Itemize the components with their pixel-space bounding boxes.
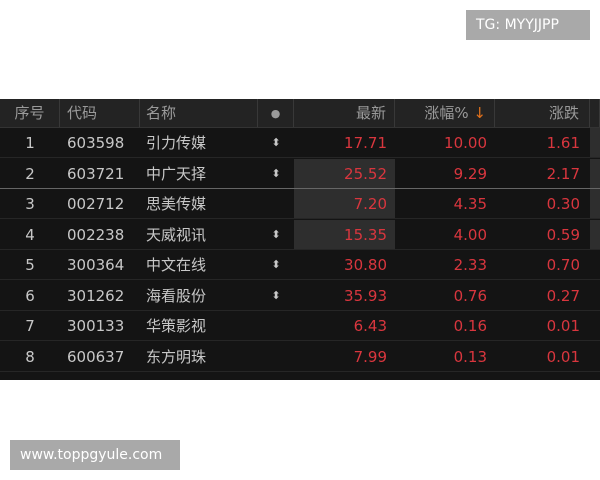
header-latest[interactable]: 最新 [294,99,395,127]
stock-name: 中广天择 [146,164,207,183]
row-index: 3 [25,195,35,213]
table-header: 序号 代码 名称 ● 最新 涨幅% ↓ 涨跌 [0,99,600,128]
change-percent: 0.16 [453,317,487,335]
margin-mark-icon: ⬍ [271,227,281,241]
header-name[interactable]: 名称 [140,99,258,127]
row-extra [590,189,600,218]
table-row[interactable]: 7 300133 华策影视 6.43 0.16 0.01 [0,311,600,341]
table-row[interactable]: 5 300364 中文在线 ⬍ 30.80 2.33 0.70 [0,250,600,280]
row-index: 7 [25,317,35,335]
header-change-pct[interactable]: 涨幅% ↓ [395,99,495,127]
change-percent: 0.76 [453,286,487,305]
margin-mark-icon: ⬍ [271,288,281,302]
table-row[interactable]: 3 002712 思美传媒 7.20 4.35 0.30 [0,189,600,219]
margin-mark-icon [258,342,294,371]
header-change-pct-label: 涨幅% [424,104,469,122]
latest-price: 7.20 [294,189,395,218]
stock-code: 002712 [67,195,125,213]
stock-name: 引力传媒 [146,134,207,152]
stock-code: 300133 [67,317,125,335]
stock-name: 思美传媒 [146,195,207,213]
row-index: 4 [25,225,35,244]
row-extra [590,311,600,340]
change-amount: 2.17 [546,164,580,183]
change-amount: 0.59 [546,225,580,244]
row-extra [590,281,600,310]
latest-price: 7.99 [353,347,387,366]
change-amount: 0.27 [546,286,580,305]
row-extra [590,250,600,279]
row-index: 2 [25,164,35,183]
margin-mark-icon [258,311,294,340]
latest-price: 6.43 [353,317,387,335]
row-extra [590,219,600,249]
change-amount: 0.01 [546,317,580,335]
watermark-bottom: www.toppgyule.com [10,440,180,470]
table-row[interactable]: 1 603598 引力传媒 ⬍ 17.71 10.00 1.61 [0,128,600,158]
change-amount: 0.30 [546,195,580,213]
stock-name: 中文在线 [146,256,207,274]
stock-name: 天威视讯 [146,225,207,244]
stock-name: 东方明珠 [146,347,207,366]
row-extra [590,128,600,157]
stock-table: 序号 代码 名称 ● 最新 涨幅% ↓ 涨跌 1 603598 引力传媒 ⬍ 17.71… [0,99,600,380]
change-percent: 9.29 [453,164,487,183]
row-extra [590,342,600,371]
row-index: 6 [25,286,35,305]
latest-price: 25.52 [294,158,395,188]
change-percent: 4.35 [453,195,487,213]
change-percent: 4.00 [453,225,487,244]
header-dot[interactable]: ● [258,99,294,127]
change-percent: 2.33 [453,256,487,274]
change-percent: 10.00 [444,134,487,152]
change-amount: 0.01 [546,347,580,366]
row-index: 8 [25,347,35,366]
margin-mark-icon: ⬍ [271,258,281,271]
header-index[interactable]: 序号 [0,99,60,127]
stock-code: 300364 [67,256,125,274]
latest-price: 30.80 [344,256,387,274]
stock-code: 600637 [67,347,125,366]
stock-code: 603721 [67,164,125,183]
stock-code: 301262 [67,286,125,305]
change-percent: 0.13 [453,347,487,366]
header-code[interactable]: 代码 [60,99,140,127]
stock-name: 华策影视 [146,317,207,335]
row-index: 5 [25,256,35,274]
margin-mark-icon: ⬍ [271,136,281,149]
latest-price: 15.35 [294,219,395,249]
change-amount: 1.61 [546,134,580,152]
header-change[interactable]: 涨跌 [495,99,590,127]
header-extra [590,99,600,127]
table-row[interactable]: 8 600637 东方明珠 7.99 0.13 0.01 [0,342,600,372]
table-row[interactable]: 2 603721 中广天择 ⬍ 25.52 9.29 2.17 [0,158,600,189]
stock-code: 603598 [67,134,125,152]
latest-price: 35.93 [344,286,387,305]
stock-name: 海看股份 [146,286,207,305]
latest-price: 17.71 [344,134,387,152]
margin-mark-icon [258,189,294,218]
table-row[interactable]: 4 002238 天威视讯 ⬍ 15.35 4.00 0.59 [0,219,600,250]
margin-mark-icon: ⬍ [271,166,281,180]
sort-desc-icon: ↓ [473,104,486,122]
change-amount: 0.70 [546,256,580,274]
row-extra [590,158,600,188]
watermark-top: TG: MYYJJPP [466,10,590,40]
row-index: 1 [25,134,35,152]
stock-code: 002238 [67,225,125,244]
table-row[interactable]: 6 301262 海看股份 ⬍ 35.93 0.76 0.27 [0,281,600,311]
